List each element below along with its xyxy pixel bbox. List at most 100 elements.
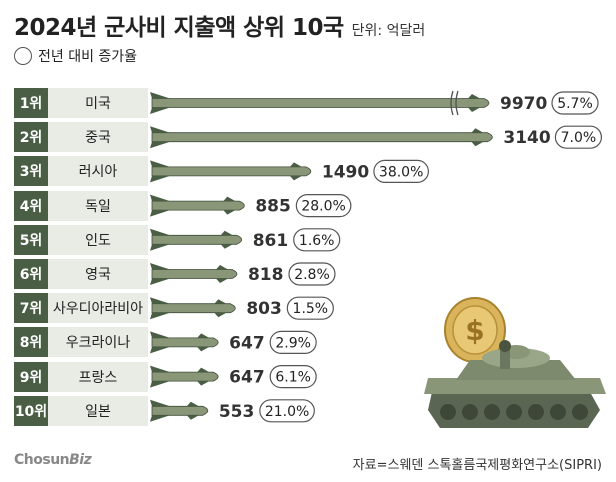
missile-bar (151, 371, 219, 382)
value-label: 647 (229, 368, 264, 388)
rank-label: 5위 (14, 224, 48, 255)
rank-label: 6위 (14, 259, 48, 289)
rank-label: 4위 (14, 190, 48, 221)
missile-tail-fin (150, 399, 170, 422)
missile-tail-fin (150, 126, 170, 149)
growth-badge (269, 365, 317, 389)
table-row: 1위 미국 (14, 88, 334, 118)
table-row: 9위 프랑스 (14, 361, 334, 392)
rank-label: 1위 (14, 88, 48, 118)
missile-front-fin (197, 367, 210, 386)
country-label: 미국 (48, 88, 148, 118)
value-label: 885 (255, 197, 291, 217)
growth-badge (259, 399, 315, 423)
missile-front-fin (186, 401, 199, 420)
source-note: 자료=스웨덴 스톡홀름국제평화연구소(SIPRI) (352, 458, 602, 473)
missile-bar (151, 132, 493, 143)
rank-label: 3위 (14, 156, 48, 187)
value-label: 9970 (500, 94, 547, 114)
axis-break-mark (450, 90, 459, 116)
logo-text-chosun: Chosun (14, 452, 70, 468)
missile-bar (151, 269, 238, 279)
rank-label: 2위 (14, 122, 48, 153)
missile-bar (151, 337, 219, 348)
logo-text-biz: Biz (69, 452, 92, 468)
missile-bar (151, 166, 312, 177)
table-row: 8위 우크라이나 (14, 327, 334, 358)
table-row: 10위 일본 (14, 395, 334, 426)
growth-label: 28.0% (301, 199, 345, 215)
missile-tail-fin (150, 160, 170, 183)
missile-front-fin (197, 333, 210, 352)
missile-bar (151, 200, 245, 211)
growth-badge (269, 330, 317, 354)
growth-label: 5.7% (557, 96, 593, 112)
missile-front-fin (471, 128, 484, 147)
country-label: 영국 (48, 259, 148, 289)
table-row: 5위 인도 (14, 224, 334, 255)
growth-label: 21.0% (265, 404, 309, 420)
missile-tail-fin (150, 263, 170, 285)
growth-label: 2.9% (275, 335, 311, 351)
country-label: 프랑스 (48, 361, 148, 392)
missile-tail-fin (150, 92, 170, 114)
missile-front-fin (214, 299, 227, 318)
title-row: 2024년 군사비 지출액 상위 10국 단위: 억달러 (14, 8, 425, 42)
growth-label: 6.1% (275, 370, 311, 386)
growth-badge (286, 296, 334, 320)
table-row: 6위 영국 (14, 259, 334, 289)
growth-label: 7.0% (561, 130, 597, 146)
growth-label: 1.5% (293, 301, 329, 317)
value-label: 3140 (503, 128, 550, 148)
missile-tail-fin (150, 297, 170, 320)
missile-bar (151, 405, 209, 416)
svg-text:$: $ (465, 314, 484, 347)
tank-coin-illustration: $ (424, 297, 606, 428)
country-label: 독일 (48, 190, 148, 221)
country-label: 일본 (48, 395, 148, 426)
missile-tail-fin (150, 194, 170, 217)
country-label: 사우디아라비아 (48, 293, 148, 324)
missile-front-fin (215, 265, 228, 283)
value-label: 647 (229, 333, 264, 353)
value-label: 553 (219, 402, 255, 422)
legend-circle-icon (14, 47, 32, 65)
growth-label: 38.0% (379, 164, 423, 180)
missile-front-fin (468, 94, 480, 112)
growth-badge (551, 91, 599, 115)
country-label: 우크라이나 (48, 327, 148, 358)
chart-title: 2024년 군사비 지출액 상위 10국 (14, 15, 344, 41)
country-label: 러시아 (48, 156, 148, 187)
missile-front-fin (223, 196, 236, 215)
missile-bar (151, 98, 490, 108)
country-label: 중국 (48, 122, 148, 153)
growth-badge (295, 194, 352, 218)
missile-tail-fin (150, 365, 170, 388)
value-label: 861 (253, 231, 289, 251)
growth-badge (288, 262, 336, 286)
value-label: 803 (246, 299, 282, 319)
table-row: 4위 독일 (14, 190, 334, 221)
missile-bar (151, 303, 236, 314)
value-label: 818 (248, 265, 283, 285)
growth-badge (293, 228, 341, 252)
missile-front-fin (220, 230, 233, 249)
table-row: 3위 러시아 (14, 156, 334, 187)
table-row: 2위 중국 (14, 122, 334, 153)
table-row: 7위 사우디아라비아 (14, 293, 334, 324)
growth-badge (373, 159, 429, 183)
growth-label: 1.6% (299, 233, 335, 249)
missile-bar (151, 234, 243, 245)
legend-label: 전년 대비 증가율 (38, 49, 138, 65)
rank-label: 8위 (14, 327, 48, 358)
growth-badge (554, 125, 603, 149)
missile-tail-fin (150, 228, 170, 251)
rank-label: 10위 (14, 395, 48, 426)
rank-label: 9위 (14, 361, 48, 392)
logo: ChosunBiz (14, 452, 92, 468)
growth-label: 2.8% (294, 267, 330, 283)
value-label: 1490 (322, 162, 369, 182)
unit-label: 단위: 억달러 (351, 23, 426, 39)
country-label: 인도 (48, 224, 148, 255)
